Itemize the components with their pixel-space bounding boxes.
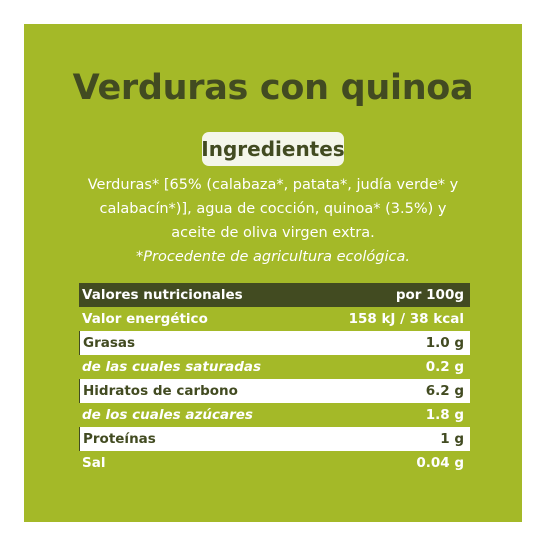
nutrition-row-saturated: de las cuales saturadas 0.2 g [79, 355, 470, 379]
nutrition-row-carbs: Hidratos de carbono 6.2 g [79, 379, 470, 403]
ingredients-line: calabacín*)], agua de cocción, quinoa* (… [99, 201, 447, 217]
nutrient-label: Sal [82, 455, 106, 471]
nutrition-row-protein: Proteínas 1 g [79, 427, 470, 451]
nutrition-row-sugars: de los cuales azúcares 1.8 g [79, 403, 470, 427]
ingredients-heading: Ingredientes [201, 132, 345, 166]
nutrition-row-salt: Sal 0.04 g [79, 451, 470, 475]
nutrient-label: Proteínas [83, 431, 156, 447]
product-title: Verduras con quinoa [72, 68, 474, 108]
nutrition-header-value: por 100g [395, 287, 464, 303]
nutrition-header-row: Valores nutricionales por 100g [79, 283, 470, 307]
nutrient-value: 6.2 g [425, 383, 464, 399]
nutrient-value: 1 g [440, 431, 464, 447]
nutrition-table: Valores nutricionales por 100g Valor ene… [79, 283, 470, 475]
nutrient-label: Grasas [83, 335, 136, 351]
nutrient-label: de los cuales azúcares [82, 407, 253, 423]
nutrient-value: 0.04 g [416, 455, 464, 471]
nutrient-value: 1.0 g [425, 335, 464, 351]
organic-note: *Procedente de agricultura ecológica. [136, 249, 410, 265]
nutrition-row-fat: Grasas 1.0 g [79, 331, 470, 355]
nutrient-value: 158 kJ / 38 kcal [348, 311, 464, 327]
nutrient-label: Valor energético [82, 311, 208, 327]
nutrient-label: Hidratos de carbono [83, 383, 238, 399]
nutrition-header-label: Valores nutricionales [82, 287, 243, 303]
product-panel: Verduras con quinoa Ingredientes Verdura… [24, 24, 522, 522]
nutrient-value: 0.2 g [425, 359, 464, 375]
ingredients-text: Verduras* [65% (calabaza*, patata*, judí… [44, 173, 502, 269]
ingredients-line: aceite de oliva virgen extra. [171, 225, 375, 241]
nutrient-value: 1.8 g [425, 407, 464, 423]
nutrition-row-energy: Valor energético 158 kJ / 38 kcal [79, 307, 470, 331]
nutrient-label: de las cuales saturadas [82, 359, 262, 375]
ingredients-line: Verduras* [65% (calabaza*, patata*, judí… [87, 177, 459, 193]
